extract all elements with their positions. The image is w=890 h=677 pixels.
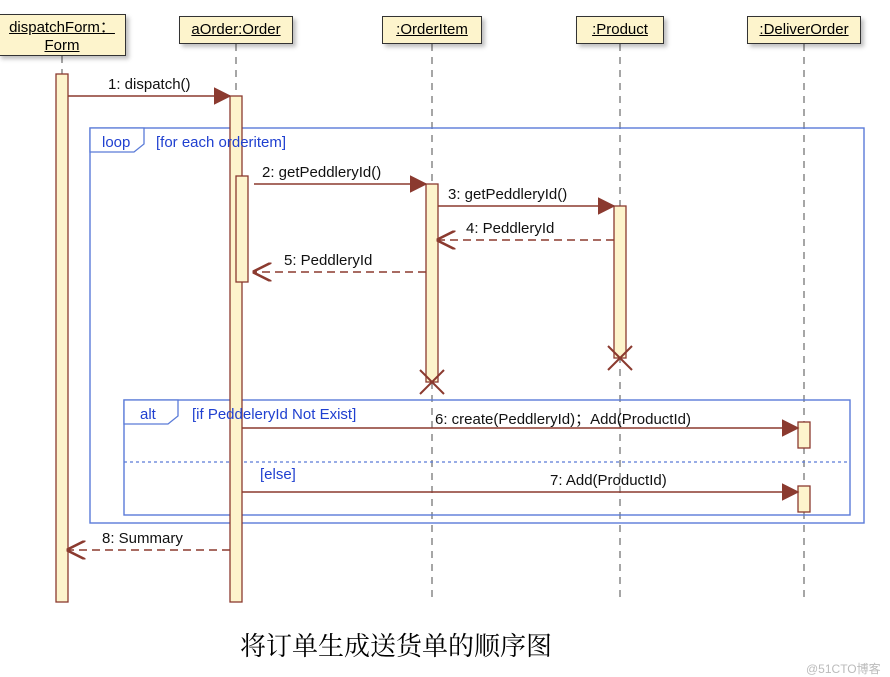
lifeline-aOrder: aOrder:Order [179, 16, 293, 44]
lifeline-orderItem: :OrderItem [382, 16, 482, 44]
lifeline-dispatchForm: dispatchForm：Form [0, 14, 126, 56]
message-7: 7: Add(ProductId) [550, 472, 667, 489]
fragment-label-alt: alt [140, 406, 156, 423]
sequence-diagram: { "canvas": { "width": 890, "height": 67… [0, 0, 890, 676]
diagram-caption: 将订单生成送货单的顺序图 [240, 626, 552, 663]
watermark: @51CTO博客 [806, 660, 881, 677]
message-8: 8: Summary [102, 530, 183, 547]
fragment-guard-alt: [if PeddeleryId Not Exist] [192, 406, 356, 423]
lifeline-product: :Product [576, 16, 664, 44]
message-5: 5: PeddleryId [284, 252, 372, 269]
message-4: 4: PeddleryId [466, 220, 554, 237]
fragment-else-guard: [else] [260, 466, 296, 483]
message-2: 2: getPeddleryId() [262, 164, 381, 181]
lifeline-deliverOrder: :DeliverOrder [747, 16, 861, 44]
message-3: 3: getPeddleryId() [448, 186, 567, 203]
fragment-label-loop: loop [102, 134, 130, 151]
fragment-guard-loop: [for each orderitem] [156, 134, 286, 151]
message-1: 1: dispatch() [108, 76, 191, 93]
diagram-svg [0, 0, 890, 676]
message-6: 6: create(PeddleryId)；Add(ProductId) [435, 408, 691, 429]
